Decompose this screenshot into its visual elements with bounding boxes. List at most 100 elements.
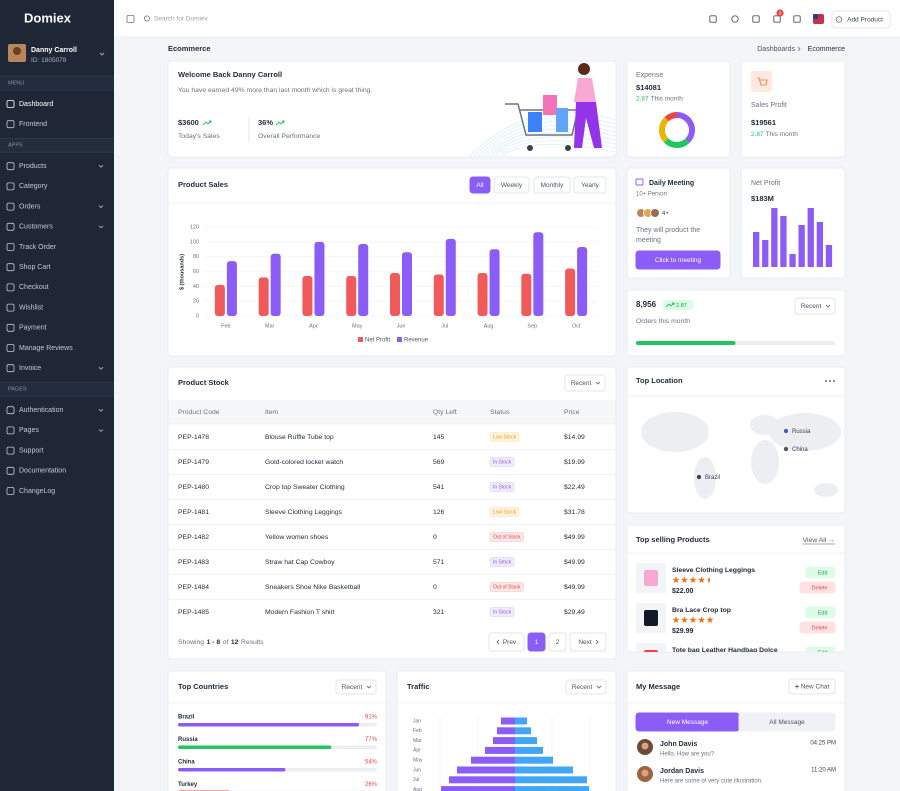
filter-tab[interactable] (493, 176, 530, 194)
pagination-prev[interactable] (488, 632, 525, 652)
pagination-page-label[interactable]: 1 (535, 639, 539, 646)
filter-dropdown-label[interactable]: Recent (572, 684, 593, 691)
menu-item[interactable]: ChangeLog (19, 488, 55, 495)
menu-icon[interactable] (6, 120, 15, 129)
message-tab-label[interactable]: New Message (667, 719, 709, 726)
topbar-icon[interactable] (793, 15, 801, 23)
x-tick-label: Aug (484, 323, 494, 329)
edit-button[interactable] (805, 606, 836, 619)
menu-item[interactable]: Authentication (19, 407, 63, 414)
more-icon[interactable] (833, 380, 835, 382)
menu-icon[interactable] (6, 263, 15, 272)
menu-item[interactable]: Support (19, 447, 44, 454)
edit-button-label[interactable]: Edit (818, 570, 828, 576)
edit-button[interactable] (805, 646, 836, 658)
menu-icon[interactable] (6, 446, 15, 455)
add-product-button-label[interactable]: Add Product (847, 17, 883, 24)
message-sender[interactable]: Jordan Davis (660, 768, 704, 775)
menu-item[interactable]: Wishlist (19, 304, 43, 311)
message-tab[interactable] (738, 712, 836, 732)
pagination-page-label[interactable]: 2 (556, 639, 560, 646)
filter-tab[interactable] (573, 176, 607, 194)
menu-icon[interactable] (6, 303, 15, 312)
topbar-icon[interactable] (731, 15, 739, 23)
filter-tab-label[interactable]: Yearly (581, 182, 600, 189)
pagination-next-label[interactable]: Next (578, 639, 592, 646)
menu-item[interactable]: Invoice (19, 365, 41, 372)
menu-item[interactable]: Payment (19, 325, 47, 332)
delete-button[interactable] (799, 581, 836, 594)
menu-icon[interactable] (6, 344, 15, 352)
menu-icon[interactable] (6, 162, 15, 171)
filter-dropdown-label[interactable]: Recent (342, 684, 363, 691)
menu-item[interactable]: Products (19, 163, 47, 170)
map-marker[interactable] (783, 445, 790, 452)
menu-icon[interactable] (6, 202, 15, 211)
edit-button[interactable] (805, 566, 836, 579)
new-chat-button-label[interactable]: New Chat (801, 684, 830, 691)
view-all-link[interactable]: View All → (803, 537, 835, 544)
menu-item[interactable]: Category (19, 183, 48, 190)
menu-icon[interactable] (6, 222, 15, 231)
menu-icon[interactable] (6, 182, 15, 191)
pagination-page[interactable] (527, 632, 546, 652)
menu-item[interactable]: Orders (19, 203, 41, 210)
filter-dropdown[interactable] (565, 679, 607, 695)
more-icon[interactable] (825, 380, 827, 382)
filter-tab-label[interactable]: Weekly (501, 182, 523, 189)
menu-icon[interactable] (6, 487, 15, 495)
map-marker[interactable] (696, 473, 703, 480)
filter-tab-label[interactable]: Monthly (541, 182, 565, 189)
menu-item[interactable]: Manage Reviews (19, 345, 73, 352)
pagination-next[interactable] (569, 632, 607, 652)
menu-item[interactable]: Dashboard (19, 101, 53, 108)
message-tab-label[interactable]: All Message (769, 719, 805, 726)
filter-dropdown-label[interactable]: Recent (801, 303, 822, 310)
topbar-icon[interactable] (773, 15, 781, 23)
meeting-button-label[interactable]: Click to meeting (655, 257, 702, 264)
menu-icon[interactable] (6, 323, 15, 332)
menu-item[interactable]: Track Order (19, 244, 57, 251)
stat-value: 36% (258, 118, 273, 127)
bar (402, 252, 412, 316)
edit-button-label[interactable]: Edit (818, 610, 828, 616)
rating-star (672, 616, 680, 623)
menu-icon[interactable] (6, 243, 15, 251)
pagination-prev-label[interactable]: Prev (503, 639, 517, 646)
topbar-icon[interactable] (709, 15, 717, 23)
menu-icon[interactable] (6, 426, 15, 435)
filter-tab-label[interactable]: All (476, 182, 484, 189)
new-chat-button[interactable] (788, 678, 836, 695)
delete-button-label[interactable]: Delete (812, 625, 828, 631)
menu-icon[interactable] (6, 406, 15, 415)
filter-tab[interactable] (469, 176, 491, 194)
map-marker[interactable] (783, 427, 790, 434)
menu-item[interactable]: Frontend (19, 121, 47, 128)
meeting-button[interactable] (635, 250, 721, 270)
menu-item[interactable]: Pages (19, 427, 39, 434)
filter-dropdown[interactable] (335, 679, 377, 695)
delete-button-label[interactable]: Delete (812, 585, 828, 591)
more-icon[interactable] (829, 380, 831, 382)
menu-item[interactable]: Checkout (19, 284, 49, 291)
filter-tab[interactable] (533, 176, 571, 194)
menu-item[interactable]: Documentation (19, 468, 66, 475)
menu-item[interactable]: Shop Cart (19, 264, 51, 271)
menu-icon[interactable] (6, 364, 15, 373)
breadcrumb-link[interactable]: Dashboards (757, 46, 795, 53)
menu-icon[interactable] (6, 283, 15, 292)
menu-icon[interactable] (6, 100, 15, 108)
search-input[interactable]: Search for Domiex (154, 16, 209, 23)
filter-dropdown-label[interactable]: Recent (571, 380, 592, 387)
pagination-page[interactable] (548, 632, 567, 652)
message-sender[interactable]: John Davis (660, 741, 697, 748)
delete-button[interactable] (799, 621, 836, 634)
menu-item[interactable]: Customers (19, 224, 53, 231)
edit-button-label[interactable]: Edit (818, 650, 828, 656)
sidebar-toggle[interactable] (126, 15, 135, 23)
add-product-button[interactable] (831, 10, 891, 29)
filter-dropdown[interactable] (564, 374, 606, 392)
filter-dropdown[interactable] (794, 297, 836, 315)
topbar-icon[interactable] (752, 15, 760, 23)
menu-icon[interactable] (6, 466, 15, 475)
